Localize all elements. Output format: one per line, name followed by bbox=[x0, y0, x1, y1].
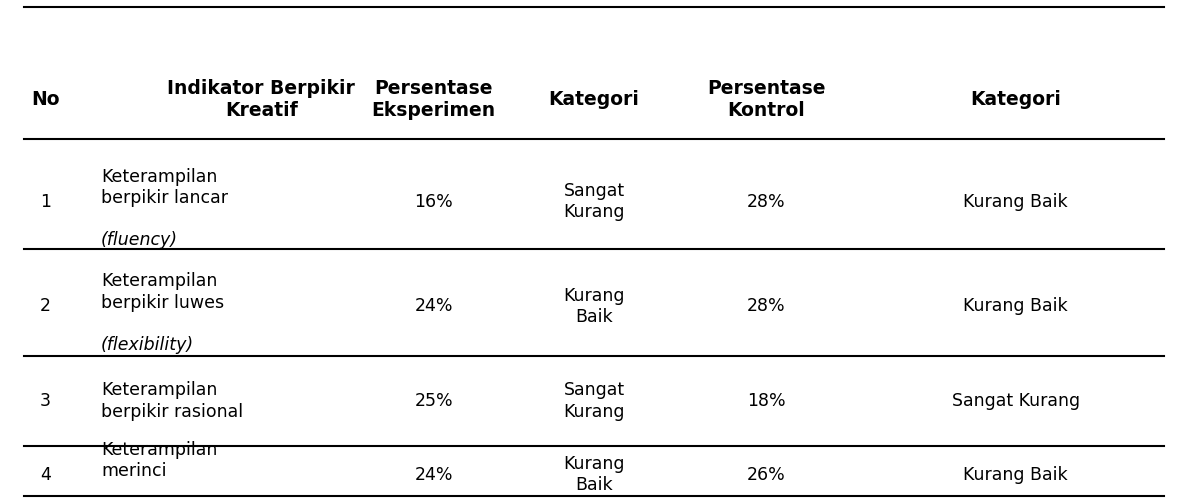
Text: 4: 4 bbox=[39, 466, 51, 484]
Text: Sangat
Kurang: Sangat Kurang bbox=[563, 182, 625, 222]
Text: 2: 2 bbox=[39, 297, 51, 315]
Text: 3: 3 bbox=[39, 392, 51, 410]
Text: No: No bbox=[31, 90, 59, 109]
Text: 1: 1 bbox=[39, 193, 51, 211]
Text: Keterampilan
berpikir rasional: Keterampilan berpikir rasional bbox=[101, 381, 244, 421]
Text: Indikator Berpikir
Kreatif: Indikator Berpikir Kreatif bbox=[168, 79, 355, 121]
Text: (flexibility): (flexibility) bbox=[101, 336, 194, 354]
Text: 28%: 28% bbox=[747, 193, 785, 211]
Text: Persentase
Eksperimen: Persentase Eksperimen bbox=[372, 79, 495, 121]
Text: Kurang Baik: Kurang Baik bbox=[963, 193, 1068, 211]
Text: Persentase
Kontrol: Persentase Kontrol bbox=[707, 79, 826, 121]
Text: Sangat Kurang: Sangat Kurang bbox=[952, 392, 1080, 410]
Text: 26%: 26% bbox=[747, 466, 785, 484]
Text: (fluency): (fluency) bbox=[101, 231, 178, 249]
Text: 28%: 28% bbox=[747, 297, 785, 315]
Text: 24%: 24% bbox=[415, 466, 453, 484]
Text: Kurang Baik: Kurang Baik bbox=[963, 466, 1068, 484]
Text: 24%: 24% bbox=[415, 297, 453, 315]
Text: Kurang
Baik: Kurang Baik bbox=[563, 286, 625, 326]
Text: Kurang Baik: Kurang Baik bbox=[963, 297, 1068, 315]
Text: Sangat
Kurang: Sangat Kurang bbox=[563, 381, 625, 421]
Text: Keterampilan
berpikir lancar: Keterampilan berpikir lancar bbox=[101, 168, 228, 207]
Text: 16%: 16% bbox=[415, 193, 453, 211]
Text: Kategori: Kategori bbox=[971, 90, 1061, 109]
Text: 25%: 25% bbox=[415, 392, 453, 410]
Text: Keterampilan
berpikir luwes: Keterampilan berpikir luwes bbox=[101, 272, 225, 312]
Text: Kurang
Baik: Kurang Baik bbox=[563, 455, 625, 495]
Text: Keterampilan
merinci: Keterampilan merinci bbox=[101, 441, 217, 480]
Text: 18%: 18% bbox=[747, 392, 785, 410]
Text: Kategori: Kategori bbox=[549, 90, 639, 109]
